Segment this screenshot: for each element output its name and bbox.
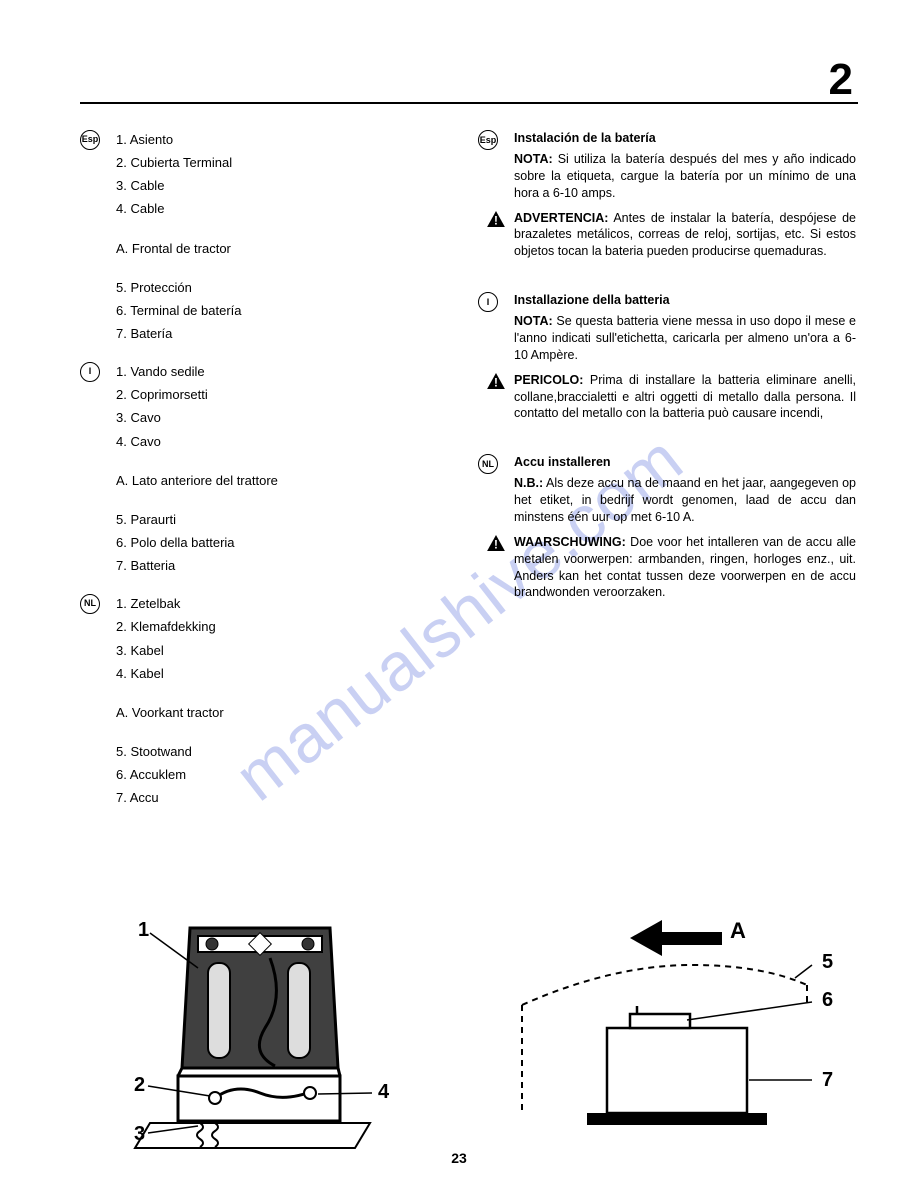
note-text: NOTA: Se questa batteria viene messa in …: [514, 313, 856, 364]
list-item: 5. Stootwand: [116, 742, 412, 762]
list-item: A. Frontal de tractor: [116, 239, 412, 259]
list-item: 4. Kabel: [116, 664, 412, 684]
list-item: 2. Klemafdekking: [116, 617, 412, 637]
list-item: 3. Cable: [116, 176, 412, 196]
list-item: 4. Cable: [116, 199, 412, 219]
right-section-esp: Esp Instalación de la batería NOTA: Si u…: [478, 130, 856, 260]
list-item: 1. Zetelbak: [116, 594, 412, 614]
list-item: 6. Accuklem: [116, 765, 412, 785]
header-rule: [80, 102, 858, 104]
warning-icon: !: [487, 373, 505, 389]
arrow-a-icon: [630, 920, 722, 956]
list-item: 2. Cubierta Terminal: [116, 153, 412, 173]
lang-badge-nl: NL: [478, 454, 498, 474]
warning-text: ! WAARSCHUWING: Doe voor het intalleren …: [514, 534, 856, 602]
chapter-number: 2: [829, 55, 853, 105]
fig-label-7: 7: [822, 1069, 833, 1091]
list-item: 5. Protección: [116, 278, 412, 298]
list-item: 3. Cavo: [116, 408, 412, 428]
section-title: Instalación de la batería: [514, 130, 856, 147]
fig-label-a: A: [730, 918, 746, 943]
list-item: A. Lato anteriore del trattore: [116, 471, 412, 491]
warning-icon: !: [487, 535, 505, 551]
list-item: 7. Batteria: [116, 556, 412, 576]
fig-label-6: 6: [822, 989, 833, 1011]
list-item: 7. Accu: [116, 788, 412, 808]
right-section-it: I Installazione della batteria NOTA: Se …: [478, 292, 856, 422]
list-item: 4. Cavo: [116, 432, 412, 452]
lang-badge-esp: Esp: [478, 130, 498, 150]
list-item: 5. Paraurti: [116, 510, 412, 530]
fig-label-3: 3: [134, 1123, 145, 1145]
svg-text:!: !: [494, 376, 498, 389]
list-item: 1. Asiento: [116, 130, 412, 150]
lang-badge-it: I: [478, 292, 498, 312]
warning-text: ! ADVERTENCIA: Antes de instalar la bate…: [514, 210, 856, 261]
right-section-nl: NL Accu installeren N.B.: Als deze accu …: [478, 454, 856, 601]
svg-text:!: !: [494, 538, 498, 551]
lang-badge-it: I: [80, 362, 100, 382]
list-item: 7. Batería: [116, 324, 412, 344]
section-title: Installazione della batteria: [514, 292, 856, 309]
page-number: 23: [0, 1150, 918, 1166]
list-item: 6. Terminal de batería: [116, 301, 412, 321]
lang-badge-esp: Esp: [80, 130, 100, 150]
lang-badge-nl: NL: [80, 594, 100, 614]
left-section-it: I 1. Vando sedile 2. Coprimorsetti 3. Ca…: [82, 362, 412, 576]
list-item: 3. Kabel: [116, 641, 412, 661]
left-column: Esp 1. Asiento 2. Cubierta Terminal 3. C…: [82, 130, 412, 826]
section-title: Accu installeren: [514, 454, 856, 471]
note-text: NOTA: Si utiliza la batería después del …: [514, 151, 856, 202]
fig-label-1: 1: [138, 919, 149, 941]
svg-text:!: !: [494, 214, 498, 227]
list-item: 6. Polo della batteria: [116, 533, 412, 553]
left-section-esp: Esp 1. Asiento 2. Cubierta Terminal 3. C…: [82, 130, 412, 344]
list-item: 2. Coprimorsetti: [116, 385, 412, 405]
fig-label-5: 5: [822, 951, 833, 973]
list-item: 1. Vando sedile: [116, 362, 412, 382]
list-item: A. Voorkant tractor: [116, 703, 412, 723]
figure-seat-assembly: 1 2 3 4: [120, 908, 400, 1158]
left-section-nl: NL 1. Zetelbak 2. Klemafdekking 3. Kabel…: [82, 594, 412, 808]
warning-text: ! PERICOLO: Prima di installare la batte…: [514, 372, 856, 423]
fig-label-4: 4: [378, 1081, 390, 1103]
figure-battery-position: A 5 6 7: [512, 910, 852, 1155]
note-text: N.B.: Als deze accu na de maand en het j…: [514, 475, 856, 526]
fig-label-2: 2: [134, 1074, 145, 1096]
right-column: Esp Instalación de la batería NOTA: Si u…: [478, 130, 856, 633]
warning-icon: !: [487, 211, 505, 227]
